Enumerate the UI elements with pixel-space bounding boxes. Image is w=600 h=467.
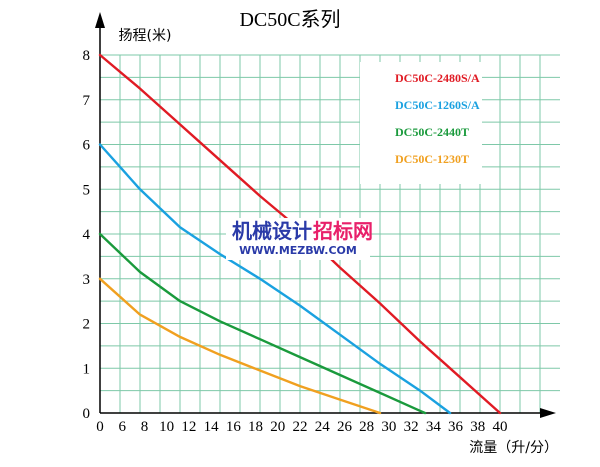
y-axis-arrow xyxy=(95,12,105,28)
x-tick-label: 0 xyxy=(96,419,104,435)
x-tick-label: 20 xyxy=(270,419,285,435)
y-tick-label: 3 xyxy=(83,272,91,288)
x-tick-label: 18 xyxy=(248,419,263,435)
legend-box xyxy=(360,62,482,184)
x-tick-labels: 0 6 8 10 12 14 16 18 20 22 24 26 28 30 32 34 36 38 40 xyxy=(96,419,507,435)
y-tick-label: 6 xyxy=(83,138,91,154)
watermark-text-1: 机械设计 xyxy=(232,219,312,243)
chart-title: DC50C系列 xyxy=(239,8,340,31)
y-tick-label: 0 xyxy=(83,406,91,422)
x-axis-label: 流量（升/分） xyxy=(469,440,558,456)
x-tick-label: 32 xyxy=(404,419,419,435)
x-tick-label: 24 xyxy=(315,419,331,435)
y-tick-labels: 0 1 2 3 4 5 6 7 8 xyxy=(83,48,91,422)
y-tick-label: 8 xyxy=(83,48,91,64)
x-tick-label: 36 xyxy=(448,419,464,435)
x-tick-label: 12 xyxy=(181,419,196,435)
series-lines xyxy=(98,53,502,415)
x-axis-arrow xyxy=(540,408,556,418)
legend-entry: DC50C-2480S/A xyxy=(395,71,480,85)
y-tick-label: 1 xyxy=(83,361,91,377)
x-tick-label: 10 xyxy=(159,419,174,435)
x-tick-label: 6 xyxy=(118,419,126,435)
watermark-text-2: 招标网 xyxy=(313,219,373,243)
legend-entry: DC50C-1260S/A xyxy=(395,98,480,112)
x-tick-label: 8 xyxy=(141,419,149,435)
series-line-1 xyxy=(98,143,452,415)
x-tick-label: 38 xyxy=(470,419,485,435)
legend-entry: DC50C-2440T xyxy=(395,125,469,139)
axes xyxy=(95,12,556,418)
x-tick-label: 26 xyxy=(337,419,353,435)
x-tick-label: 16 xyxy=(226,419,242,435)
watermark-box xyxy=(226,218,370,260)
legend-entry: DC50C-1230T xyxy=(395,152,469,166)
series-line-2 xyxy=(98,232,427,415)
y-tick-label: 5 xyxy=(83,182,91,198)
x-tick-label: 28 xyxy=(359,419,374,435)
y-axis-label: 扬程(米) xyxy=(119,28,172,44)
y-tick-label: 7 xyxy=(83,93,91,109)
x-tick-label: 14 xyxy=(204,419,220,435)
x-tick-label: 22 xyxy=(293,419,308,435)
watermark-url: WWW.MEZBW.COM xyxy=(239,244,357,257)
legend: DC50C-2480S/A DC50C-1260S/A DC50C-2440T DC5… xyxy=(360,62,482,184)
y-tick-label: 4 xyxy=(83,227,91,243)
x-tick-label: 34 xyxy=(426,419,442,435)
x-tick-label: 30 xyxy=(381,419,396,435)
x-tick-label: 40 xyxy=(493,419,508,435)
y-tick-label: 2 xyxy=(83,317,91,333)
series-line-3 xyxy=(98,277,382,415)
